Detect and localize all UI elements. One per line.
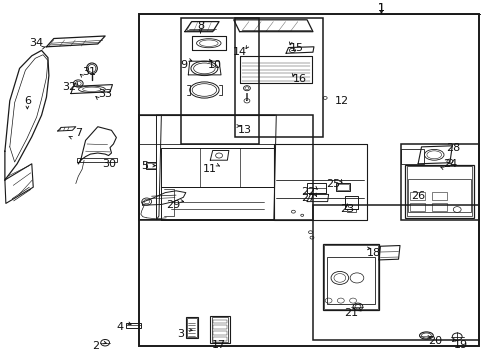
Text: 14: 14 — [232, 47, 246, 57]
Text: 32: 32 — [62, 82, 76, 92]
Bar — [211, 317, 228, 342]
Text: 31: 31 — [82, 67, 96, 77]
Bar — [337, 184, 348, 190]
Bar — [336, 183, 349, 191]
Bar — [431, 192, 447, 200]
Bar — [139, 14, 478, 346]
Text: 5: 5 — [141, 161, 147, 171]
Bar — [344, 196, 358, 209]
Text: 26: 26 — [410, 191, 424, 201]
Bar — [126, 323, 141, 328]
Bar — [407, 179, 470, 212]
Bar — [409, 203, 425, 211]
Bar — [139, 115, 312, 220]
Bar — [213, 331, 226, 335]
Text: 18: 18 — [366, 248, 380, 258]
Bar — [306, 183, 325, 193]
Bar — [146, 163, 155, 168]
Text: 11: 11 — [203, 164, 217, 174]
Text: 2: 2 — [92, 341, 99, 351]
Bar — [213, 325, 226, 329]
Text: 8: 8 — [197, 21, 203, 31]
Text: 23: 23 — [340, 204, 353, 214]
Text: 34: 34 — [29, 38, 43, 48]
Bar — [145, 162, 156, 169]
Text: 20: 20 — [427, 336, 441, 346]
Text: 29: 29 — [166, 200, 181, 210]
Text: 15: 15 — [290, 42, 304, 53]
Text: 7: 7 — [75, 128, 81, 138]
Bar — [404, 165, 473, 218]
Text: 12: 12 — [335, 96, 348, 106]
Text: 28: 28 — [445, 143, 459, 153]
Bar — [406, 166, 471, 216]
Text: 30: 30 — [102, 159, 116, 169]
Bar — [213, 337, 226, 341]
Bar — [400, 149, 424, 164]
Text: 21: 21 — [344, 308, 357, 318]
Text: 27: 27 — [300, 193, 315, 203]
Bar — [185, 317, 198, 338]
Text: 33: 33 — [98, 89, 112, 99]
Text: 6: 6 — [24, 96, 31, 106]
Text: 9: 9 — [180, 60, 187, 70]
Text: 19: 19 — [453, 340, 467, 350]
Bar — [210, 316, 229, 343]
Text: 25: 25 — [326, 179, 340, 189]
Bar — [409, 192, 425, 200]
Text: 24: 24 — [442, 159, 456, 169]
Bar — [213, 320, 226, 323]
Text: 1: 1 — [377, 3, 384, 13]
Text: 16: 16 — [293, 74, 306, 84]
Text: 22: 22 — [300, 186, 315, 197]
Bar — [346, 209, 355, 212]
Bar — [312, 205, 478, 340]
Bar — [234, 18, 322, 137]
Bar — [187, 318, 196, 337]
Bar — [324, 245, 377, 309]
Text: 3: 3 — [177, 329, 184, 339]
Bar — [322, 244, 378, 310]
Bar — [400, 144, 478, 220]
Bar — [181, 18, 259, 144]
Text: 17: 17 — [211, 340, 225, 350]
Text: 4: 4 — [116, 322, 123, 332]
Text: 1: 1 — [377, 3, 384, 13]
Bar — [431, 203, 447, 211]
Text: 10: 10 — [208, 60, 222, 70]
Text: 13: 13 — [237, 125, 251, 135]
Bar — [326, 257, 374, 304]
